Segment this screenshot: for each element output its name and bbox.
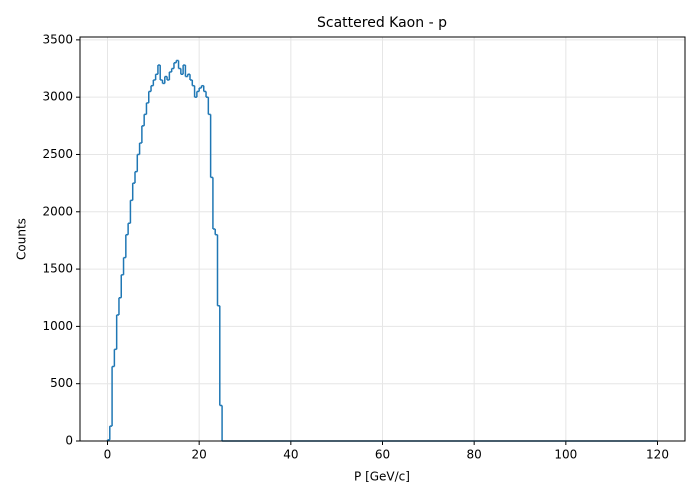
x-tick-label: 40: [283, 448, 298, 462]
x-tick-label: 120: [646, 448, 669, 462]
x-tick-label: 0: [104, 448, 112, 462]
x-tick-label: 100: [554, 448, 577, 462]
y-axis-label: Counts: [15, 218, 29, 260]
x-axis-label: P [GeV/c]: [354, 470, 410, 484]
y-tick-label: 3500: [42, 32, 73, 46]
y-tick-label: 2000: [42, 204, 73, 218]
plot-frame: [79, 36, 686, 442]
y-tick-label: 1000: [42, 319, 73, 333]
y-tick-label: 2500: [42, 147, 73, 161]
grid: 0 20 40 60 80 100 120 0 500 1000 1500 2000 2500 3000 3…: [42, 32, 685, 462]
chart-title: Scattered Kaon - p: [317, 15, 447, 31]
y-tick-label: 3000: [42, 90, 73, 104]
x-tick-label: 60: [375, 448, 390, 462]
x-tick-label: 20: [192, 448, 207, 462]
y-tick-label: 1500: [42, 262, 73, 276]
x-tick-label: 80: [467, 448, 482, 462]
y-tick-label: 0: [65, 434, 73, 448]
y-tick-label: 500: [50, 376, 73, 390]
